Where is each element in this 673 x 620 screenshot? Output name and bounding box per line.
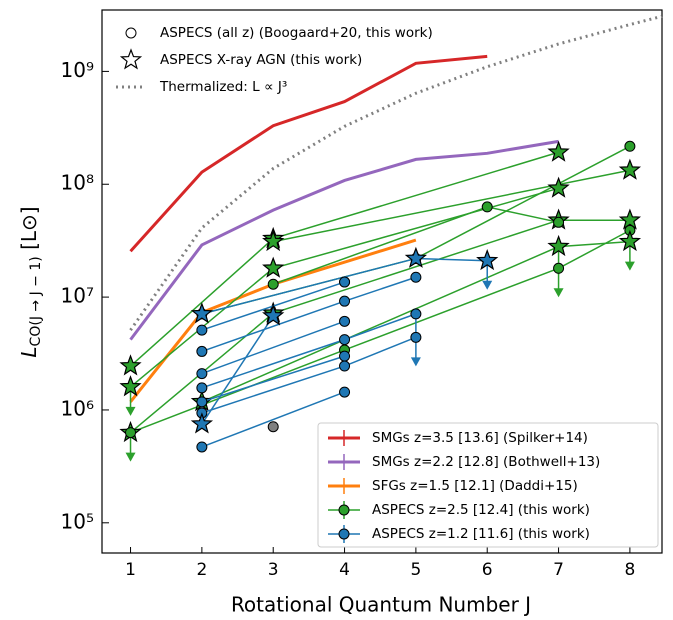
y-label-symbol: L bbox=[17, 346, 41, 357]
legend-label: SFGs z=1.5 [12.1] (Daddi+15) bbox=[372, 478, 578, 494]
upper-limit-head bbox=[624, 261, 635, 271]
star-marker bbox=[262, 304, 285, 326]
x-tick-label: 2 bbox=[196, 560, 207, 580]
star-marker bbox=[547, 234, 570, 257]
star-marker bbox=[404, 246, 428, 268]
circle-marker bbox=[338, 504, 350, 516]
star-marker bbox=[547, 176, 570, 198]
star-marker bbox=[618, 158, 642, 180]
galaxy-track bbox=[201, 145, 631, 315]
circle-marker bbox=[339, 350, 351, 362]
galaxy-track bbox=[201, 276, 417, 353]
circle-marker bbox=[196, 368, 208, 380]
circle-marker bbox=[339, 386, 351, 398]
legend-label: ASPECS z=2.5 [12.4] (this work) bbox=[372, 502, 590, 518]
circle-marker bbox=[339, 295, 351, 307]
circle-marker bbox=[410, 331, 422, 343]
galaxy-track bbox=[273, 169, 631, 243]
upper-limit-head bbox=[410, 357, 421, 367]
star-marker bbox=[119, 48, 143, 70]
upper-limit-head bbox=[482, 280, 493, 290]
plot-frame bbox=[101, 9, 663, 554]
upper-limit-head bbox=[125, 406, 136, 416]
legend-label: Thermalized: L ∝ J³ bbox=[159, 79, 287, 95]
circle-marker bbox=[267, 278, 279, 290]
galaxy-track bbox=[201, 355, 345, 403]
y-tick-label: 10⁸ bbox=[61, 171, 94, 195]
series-line bbox=[129, 139, 559, 341]
galaxy-track bbox=[201, 315, 274, 425]
circle-marker bbox=[196, 441, 208, 453]
star-marker bbox=[262, 256, 285, 278]
upper-limit-head bbox=[553, 288, 564, 298]
circle-marker bbox=[196, 324, 208, 336]
x-tick-label: 4 bbox=[339, 560, 350, 580]
circle-marker bbox=[339, 360, 351, 372]
star-marker bbox=[618, 208, 642, 230]
x-tick-label: 8 bbox=[624, 560, 635, 580]
x-tick-label: 3 bbox=[268, 560, 279, 580]
legend-label: SMGs z=2.2 [12.8] (Bothwell+13) bbox=[372, 454, 600, 470]
upper-limit-head bbox=[125, 452, 136, 462]
circle-marker bbox=[339, 334, 351, 346]
circle-marker bbox=[338, 528, 350, 540]
y-axis-label: LCO(J → J − 1) [L⊙] bbox=[17, 206, 45, 357]
star-marker bbox=[262, 229, 285, 252]
y-label-unit: [L⊙] bbox=[17, 206, 41, 256]
y-tick-label: 10⁷ bbox=[61, 284, 94, 308]
y-tick-label: 10⁶ bbox=[61, 396, 94, 420]
circle-marker bbox=[624, 140, 636, 152]
star-marker bbox=[547, 140, 570, 162]
y-tick-label: 10⁹ bbox=[61, 58, 94, 82]
x-tick-label: 6 bbox=[482, 560, 493, 580]
legend-label: ASPECS X-ray AGN (this work) bbox=[160, 52, 362, 68]
circle-marker bbox=[125, 427, 137, 439]
star-marker bbox=[119, 375, 142, 397]
circle-marker bbox=[410, 271, 422, 283]
star-marker bbox=[476, 248, 499, 271]
legend-label: SMGs z=3.5 [13.6] (Spilker+14) bbox=[372, 430, 588, 446]
circle-marker bbox=[553, 262, 565, 274]
galaxy-track bbox=[201, 391, 345, 448]
series-line bbox=[129, 14, 663, 331]
legend-label: ASPECS z=1.2 [11.6] (this work) bbox=[372, 526, 590, 542]
x-tick-label: 7 bbox=[553, 560, 564, 580]
star-marker bbox=[618, 229, 642, 252]
star-marker bbox=[190, 302, 214, 324]
x-axis-label: Rotational Quantum Number J bbox=[231, 593, 531, 617]
y-label-subscript: CO(J → J − 1) bbox=[28, 256, 44, 346]
circle-marker bbox=[267, 421, 279, 433]
circle-marker bbox=[196, 396, 208, 408]
legend-label: ASPECS (all z) (Boogaard+20, this work) bbox=[160, 25, 433, 41]
x-tick-label: 5 bbox=[410, 560, 421, 580]
circle-marker bbox=[481, 201, 493, 213]
x-tick-label: 1 bbox=[125, 560, 136, 580]
legend-box bbox=[317, 422, 659, 548]
galaxy-track bbox=[130, 229, 631, 434]
star-marker bbox=[119, 354, 142, 376]
galaxy-track bbox=[201, 320, 345, 375]
circle-marker bbox=[339, 315, 351, 327]
series-line bbox=[129, 54, 488, 253]
y-tick-label: 10⁵ bbox=[61, 509, 94, 533]
circle-marker bbox=[410, 308, 422, 320]
circle-marker bbox=[553, 216, 565, 228]
circle-marker bbox=[196, 382, 208, 394]
star-marker bbox=[190, 412, 214, 434]
circle-marker bbox=[339, 276, 351, 288]
circle-marker bbox=[196, 345, 208, 357]
circle-marker bbox=[125, 27, 137, 39]
